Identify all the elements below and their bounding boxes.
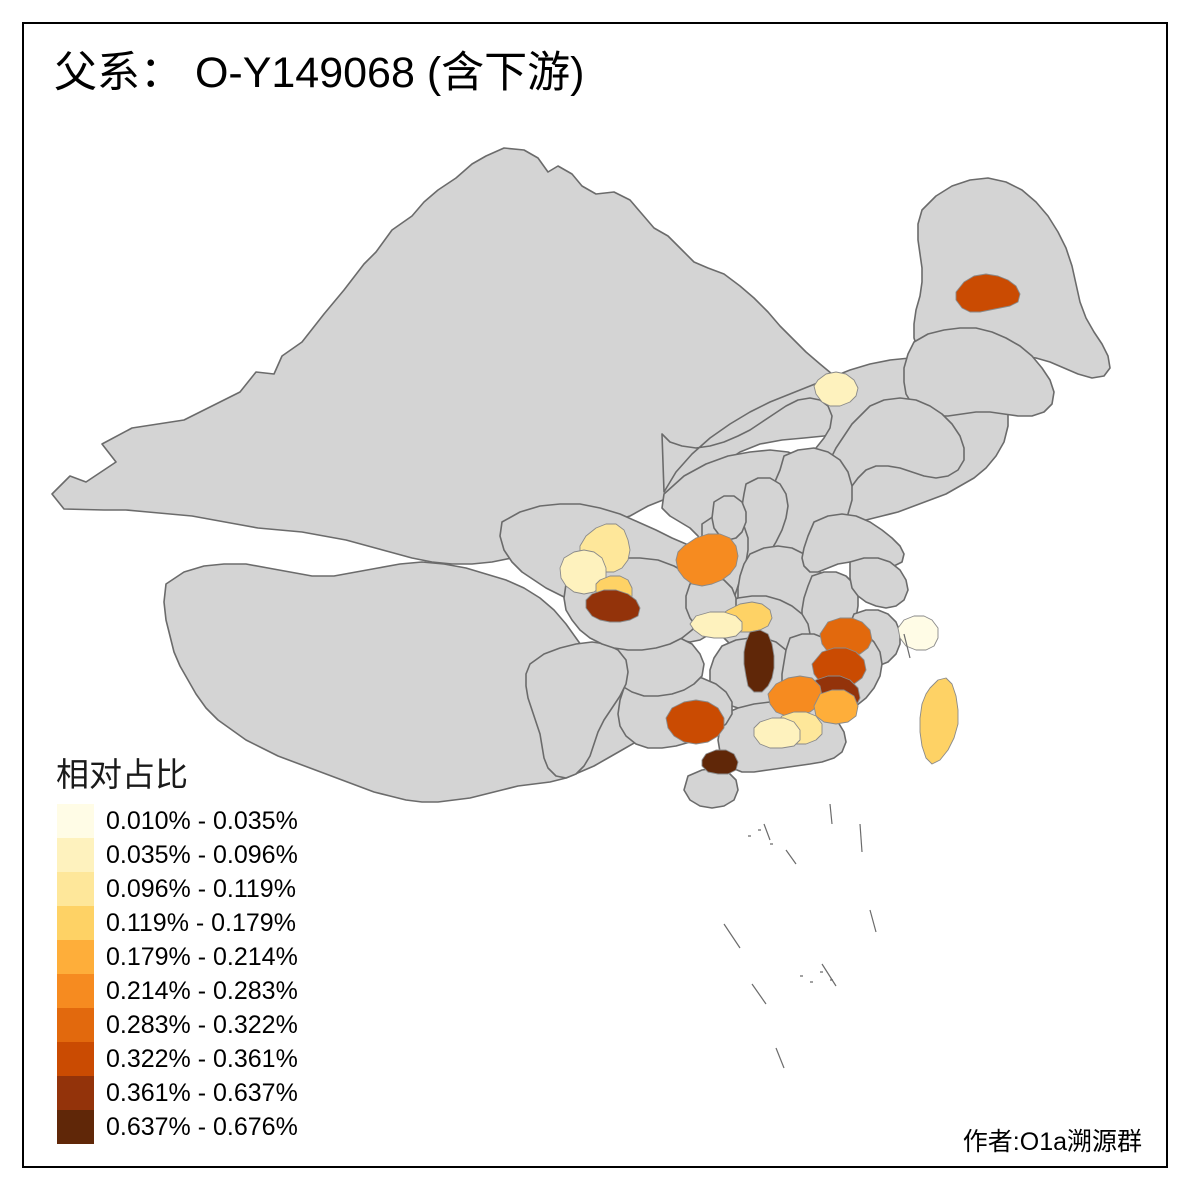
legend-label: 0.637% - 0.676% <box>106 1112 298 1141</box>
map-canvas[interactable] <box>24 24 1166 1166</box>
province-ningxia[interactable] <box>711 495 747 541</box>
legend: 相对占比 0.010% - 0.035% 0.035% - 0.096% 0.096… <box>48 748 378 1144</box>
legend-row[interactable]: 0.119% - 0.179% <box>57 906 378 940</box>
province-jiangsu[interactable] <box>849 557 909 609</box>
island-dash-1 <box>763 823 771 841</box>
island-dash-9 <box>869 909 877 933</box>
region-taiwan[interactable] <box>919 677 959 765</box>
legend-swatch <box>57 1042 94 1076</box>
legend-label: 0.322% - 0.361% <box>106 1044 298 1073</box>
china-choropleth-svg[interactable] <box>24 24 1166 1166</box>
legend-swatch <box>57 974 94 1008</box>
legend-rows: 0.010% - 0.035% 0.035% - 0.096% 0.096% - 0… <box>57 804 378 1144</box>
region-hunan-east-dark[interactable] <box>743 629 775 693</box>
legend-label: 0.035% - 0.096% <box>106 840 298 869</box>
island-dash-3 <box>829 803 833 825</box>
legend-title: 相对占比 <box>56 756 188 793</box>
legend-swatch <box>57 940 94 974</box>
region-hebei-prefecture[interactable] <box>813 371 859 407</box>
legend-row[interactable]: 0.361% - 0.637% <box>57 1076 378 1110</box>
region-guangxi-central[interactable] <box>665 699 725 745</box>
island-dash-5 <box>723 923 741 949</box>
region-northeast-prefecture[interactable] <box>955 273 1021 313</box>
legend-label: 0.010% - 0.035% <box>106 806 298 835</box>
legend-row[interactable]: 0.010% - 0.035% <box>57 804 378 838</box>
highlighted-prefectures-group[interactable] <box>559 273 1021 775</box>
island-dot-cluster-2 <box>748 829 773 845</box>
legend-row[interactable]: 0.283% - 0.322% <box>57 1008 378 1042</box>
island-dash-2 <box>785 849 797 865</box>
region-zhejiang-coast[interactable] <box>897 615 939 651</box>
legend-label: 0.214% - 0.283% <box>106 976 298 1005</box>
legend-swatch <box>57 906 94 940</box>
legend-row[interactable]: 0.637% - 0.676% <box>57 1110 378 1144</box>
island-dash-7 <box>775 1047 785 1069</box>
legend-row[interactable]: 0.214% - 0.283% <box>57 974 378 1008</box>
page-title: 父系： O-Y149068 (含下游) <box>54 49 585 97</box>
province-hainan[interactable] <box>683 767 739 809</box>
legend-row[interactable]: 0.179% - 0.214% <box>57 940 378 974</box>
legend-label: 0.119% - 0.179% <box>106 908 296 937</box>
region-guangdong-central-b[interactable] <box>753 717 801 749</box>
island-dash-10 <box>903 633 911 659</box>
legend-label: 0.283% - 0.322% <box>106 1010 298 1039</box>
island-dash-4 <box>859 823 863 853</box>
legend-swatch <box>57 872 94 906</box>
legend-swatch <box>57 1008 94 1042</box>
region-guangdong-east-b[interactable] <box>813 689 859 725</box>
region-guangdong-east-a[interactable] <box>767 675 823 717</box>
attribution-text: 作者:O1a溯源群 <box>962 1128 1142 1156</box>
region-guangxi-south-dark[interactable] <box>701 749 739 775</box>
island-dash-8 <box>821 963 837 987</box>
region-sichuan-south-highlight[interactable] <box>585 589 641 623</box>
island-dash-6 <box>751 983 767 1005</box>
legend-swatch <box>57 838 94 872</box>
region-chongqing-east[interactable] <box>675 533 739 587</box>
south-china-sea-islands-group <box>723 633 911 1069</box>
legend-label: 0.096% - 0.119% <box>106 874 296 903</box>
legend-row[interactable]: 0.322% - 0.361% <box>57 1042 378 1076</box>
legend-row[interactable]: 0.035% - 0.096% <box>57 838 378 872</box>
legend-label: 0.179% - 0.214% <box>106 942 298 971</box>
legend-label: 0.361% - 0.637% <box>106 1078 298 1107</box>
legend-swatch <box>57 1076 94 1110</box>
legend-row[interactable]: 0.096% - 0.119% <box>57 872 378 906</box>
region-fujian-north[interactable] <box>819 617 873 657</box>
island-dot-cluster-1 <box>800 971 833 983</box>
region-hubei-west-b[interactable] <box>689 611 743 639</box>
legend-swatch <box>57 804 94 838</box>
legend-swatch <box>57 1110 94 1144</box>
